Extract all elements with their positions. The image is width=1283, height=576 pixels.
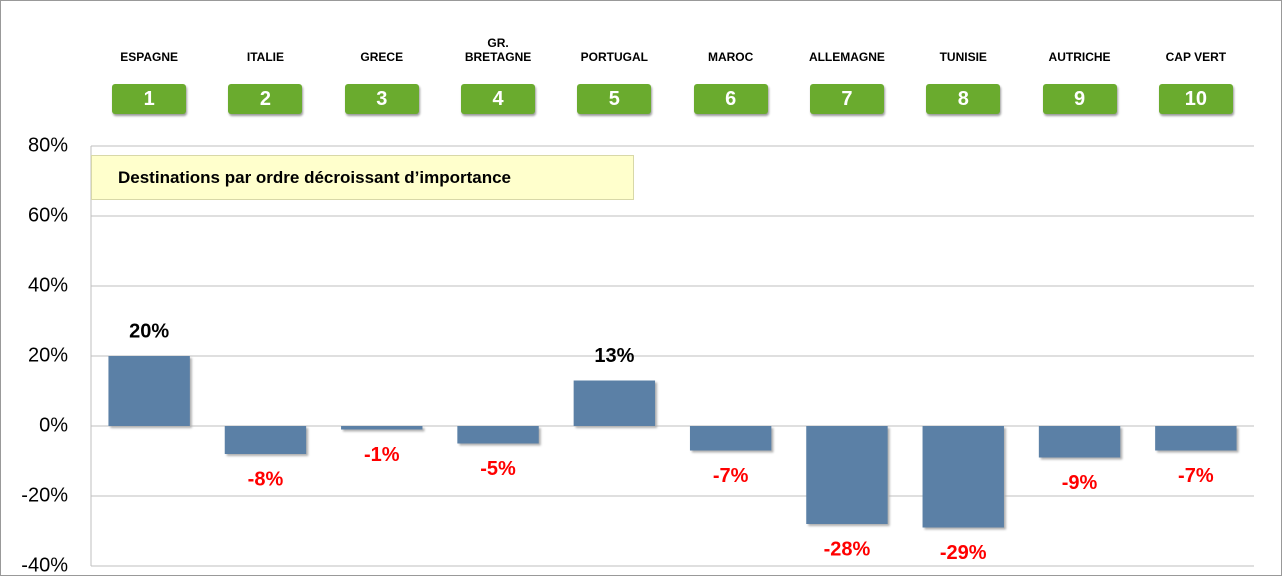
category-label: GR. BRETAGNE <box>464 36 532 64</box>
value-label: -9% <box>1062 472 1098 494</box>
y-tick-label: -20% <box>21 484 68 506</box>
rank-badge: 3 <box>344 84 419 114</box>
value-label: -7% <box>1178 465 1214 487</box>
category-label: MAROC <box>707 50 754 64</box>
rank-badge: 6 <box>693 84 768 114</box>
value-label: -8% <box>248 468 284 490</box>
rank-badge: 7 <box>809 84 884 114</box>
bar <box>1038 426 1121 458</box>
bar <box>573 380 656 426</box>
rank-badge: 5 <box>577 84 652 114</box>
y-tick-label: -40% <box>21 554 68 576</box>
value-label: -5% <box>480 458 516 480</box>
bar <box>108 356 190 426</box>
bar <box>922 426 1004 528</box>
y-tick-label: 60% <box>28 204 68 226</box>
rank-badge: 2 <box>228 84 303 114</box>
bar <box>689 426 772 451</box>
bar <box>457 426 539 444</box>
rank-badge: 9 <box>1042 84 1117 114</box>
bar <box>1155 426 1237 451</box>
y-tick-label: 40% <box>28 274 68 296</box>
category-label: ALLEMAGNE <box>808 50 885 64</box>
value-label: -1% <box>364 444 400 466</box>
note: Destinations par ordre décroissant d’imp… <box>91 155 634 200</box>
category-label: TUNISIE <box>939 50 987 64</box>
rank-badge: 1 <box>112 84 187 114</box>
value-label: -28% <box>824 538 871 560</box>
category-label: PORTUGAL <box>580 50 649 64</box>
y-tick-label: 0% <box>39 414 68 436</box>
y-tick-label: 80% <box>28 134 68 156</box>
category-label: GRECE <box>360 50 404 64</box>
value-label: 20% <box>129 320 169 342</box>
value-label: -29% <box>940 542 987 564</box>
category-label: AUTRICHE <box>1048 50 1111 64</box>
value-label: -7% <box>713 465 749 487</box>
category-label: ESPAGNE <box>120 50 179 64</box>
category-label: ITALIE <box>246 50 284 64</box>
bar <box>341 426 423 430</box>
y-tick-label: 20% <box>28 344 68 366</box>
bar <box>806 426 888 524</box>
rank-badge: 10 <box>1158 84 1233 114</box>
rank-badge: 4 <box>461 84 536 114</box>
bar <box>224 426 307 454</box>
rank-badge: 8 <box>926 84 1001 114</box>
value-label: 13% <box>594 345 634 367</box>
category-label: CAP VERT <box>1165 50 1227 64</box>
